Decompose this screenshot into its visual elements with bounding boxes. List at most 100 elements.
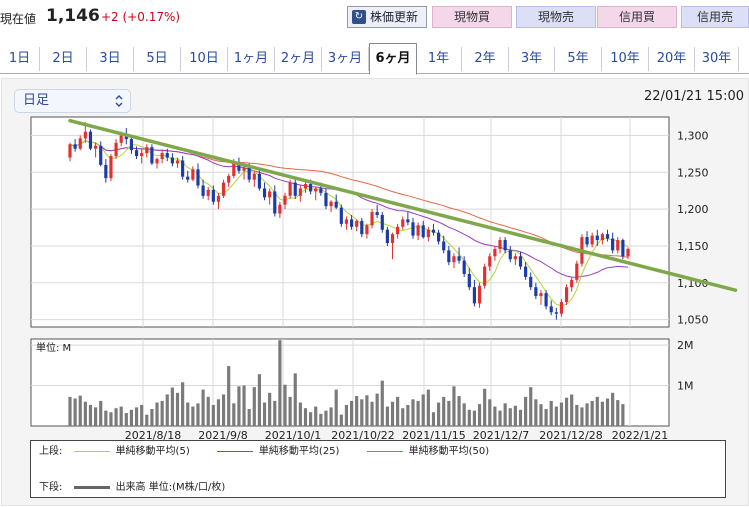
volume-bar	[564, 397, 569, 426]
candle-body	[559, 301, 564, 314]
y-tick-label: 1,200	[677, 203, 709, 216]
volume-bar	[421, 394, 425, 426]
candle-body	[314, 188, 318, 192]
volume-bar	[437, 402, 441, 426]
candle-body	[570, 279, 574, 288]
candle-body	[365, 225, 369, 235]
candle-body	[380, 215, 384, 230]
tab-1[interactable]: 2日	[40, 47, 87, 71]
volume-bar	[268, 392, 272, 426]
volume-bar	[221, 394, 226, 426]
volume-bar	[472, 410, 477, 426]
volume-bar	[467, 409, 471, 426]
candle-body	[78, 138, 82, 149]
tab-15[interactable]: 30年	[695, 47, 739, 71]
margin-buy-button[interactable]: 信用買	[597, 6, 677, 28]
volume-bar	[396, 396, 400, 426]
volume-bar	[544, 409, 548, 426]
volume-bar	[165, 394, 169, 426]
legend-sma25: 単純移動平均(25)	[258, 446, 340, 457]
tab-7[interactable]: 3ヶ月	[322, 47, 369, 71]
volume-bar	[580, 407, 584, 426]
volume-bar	[232, 403, 236, 426]
volume-bar	[288, 396, 292, 426]
volume-bar	[293, 373, 297, 426]
volume-bar	[621, 404, 625, 426]
y-tick-label: 1,300	[677, 129, 709, 142]
tab-0[interactable]: 1日	[0, 47, 40, 71]
volume-bar	[554, 406, 558, 426]
sma50-swatch	[366, 450, 403, 452]
margin-sell-button[interactable]: 信用売	[681, 6, 749, 28]
volume-bar	[600, 401, 604, 426]
volume-bar	[278, 340, 282, 426]
volume-tick-label: 2M	[677, 339, 694, 352]
candle-body	[273, 191, 277, 214]
volume-bar	[488, 399, 492, 426]
candle-body	[268, 191, 272, 198]
candle-body	[186, 176, 190, 180]
y-tick-label: 1,250	[677, 166, 709, 179]
spot-sell-button[interactable]: 現物売	[516, 6, 596, 28]
spot-buy-button[interactable]: 現物買	[432, 6, 512, 28]
tab-12[interactable]: 5年	[555, 47, 602, 71]
update-price-button[interactable]: ↻ 株価更新	[347, 6, 427, 28]
volume-bar	[539, 404, 543, 426]
tab-2[interactable]: 3日	[87, 47, 134, 71]
volume-bar	[303, 408, 308, 426]
volume-bar	[109, 412, 113, 426]
volume-bar	[257, 374, 261, 426]
candle-body	[600, 234, 604, 241]
volume-bar	[114, 408, 118, 426]
volume-bar	[83, 401, 87, 426]
tab-13[interactable]: 10年	[602, 47, 649, 71]
x-tick-label: 2021/8/18	[125, 429, 181, 442]
volume-bar	[273, 400, 277, 426]
candle-body	[529, 276, 533, 288]
candle-body	[385, 229, 389, 243]
tab-4[interactable]: 10日	[181, 47, 228, 71]
tab-9[interactable]: 1年	[416, 47, 462, 71]
x-tick-label: 2021/11/15	[402, 429, 465, 442]
volume-bar	[585, 403, 589, 426]
candle-body	[472, 287, 477, 304]
candle-body	[175, 160, 180, 164]
tab-8[interactable]: 6ヶ月	[369, 43, 417, 75]
candle-body	[114, 142, 118, 157]
tab-14[interactable]: 20年	[649, 47, 695, 71]
tab-11[interactable]: 3年	[509, 47, 555, 71]
volume-bar	[483, 388, 487, 426]
x-tick-label: 2021/12/7	[473, 429, 529, 442]
volume-bar	[262, 402, 267, 426]
candle-body	[513, 256, 517, 260]
header-bar: 現在値 1,146 +2 (+0.17%) ↻ 株価更新 現物買 現物売 信用買…	[0, 0, 749, 34]
volume-bar	[590, 400, 594, 426]
x-tick-label: 2021/10/1	[265, 429, 321, 442]
volume-bar	[242, 385, 246, 426]
candle-body	[442, 241, 446, 251]
tab-10[interactable]: 2年	[462, 47, 509, 71]
volume-bar	[160, 400, 164, 426]
candle-body	[524, 266, 528, 277]
tab-6[interactable]: 2ヶ月	[275, 47, 322, 71]
volume-bar	[559, 402, 564, 426]
candle-body	[421, 225, 425, 238]
candle-body	[293, 182, 297, 196]
candle-body	[155, 159, 159, 164]
candle-body	[605, 234, 610, 239]
candle-body	[129, 139, 134, 151]
volume-bar	[119, 406, 123, 426]
candle-body	[324, 192, 328, 207]
volume-tick-label: 1M	[677, 380, 694, 393]
tab-3[interactable]: 5日	[134, 47, 181, 71]
volume-bar	[283, 384, 287, 426]
candle-body	[145, 147, 149, 154]
candle-body	[503, 240, 507, 251]
volume-bar	[575, 404, 579, 426]
candle-body	[508, 250, 512, 260]
candle-body	[518, 256, 523, 267]
volume-bar	[529, 387, 533, 426]
tab-5[interactable]: 1ヶ月	[228, 47, 275, 71]
period-select[interactable]: 日足	[14, 89, 131, 113]
